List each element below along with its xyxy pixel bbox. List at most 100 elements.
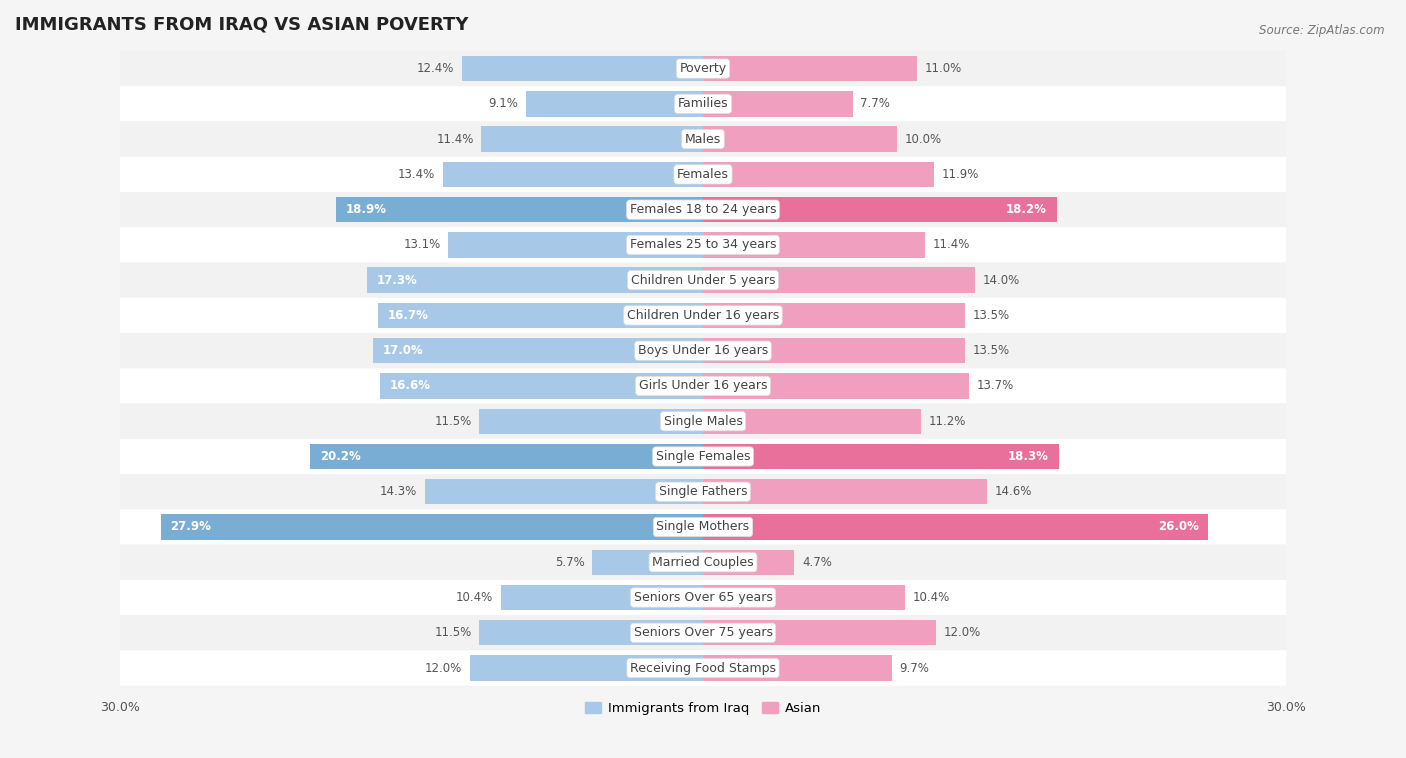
- Bar: [703, 91, 852, 117]
- Text: 27.9%: 27.9%: [170, 521, 211, 534]
- Text: 10.4%: 10.4%: [912, 591, 950, 604]
- Text: 17.3%: 17.3%: [377, 274, 418, 287]
- Text: Females: Females: [678, 168, 728, 181]
- FancyBboxPatch shape: [120, 192, 1286, 227]
- Text: 5.7%: 5.7%: [555, 556, 585, 568]
- Bar: [463, 56, 703, 81]
- Bar: [703, 232, 925, 258]
- Bar: [703, 479, 987, 504]
- Text: 13.5%: 13.5%: [973, 309, 1011, 322]
- Text: Seniors Over 75 years: Seniors Over 75 years: [634, 626, 772, 639]
- Text: Children Under 5 years: Children Under 5 years: [631, 274, 775, 287]
- Bar: [373, 338, 703, 363]
- Text: 11.5%: 11.5%: [434, 626, 472, 639]
- Bar: [501, 585, 703, 610]
- Bar: [449, 232, 703, 258]
- Bar: [470, 656, 703, 681]
- Text: Source: ZipAtlas.com: Source: ZipAtlas.com: [1260, 24, 1385, 37]
- Bar: [703, 56, 917, 81]
- Bar: [367, 268, 703, 293]
- Text: 9.1%: 9.1%: [488, 97, 519, 111]
- Text: Boys Under 16 years: Boys Under 16 years: [638, 344, 768, 357]
- Bar: [703, 373, 969, 399]
- Text: 14.0%: 14.0%: [983, 274, 1021, 287]
- Text: 11.4%: 11.4%: [436, 133, 474, 146]
- Text: 11.4%: 11.4%: [932, 239, 970, 252]
- Bar: [703, 302, 966, 328]
- Text: 13.1%: 13.1%: [404, 239, 440, 252]
- Text: 18.2%: 18.2%: [1007, 203, 1047, 216]
- Text: 11.9%: 11.9%: [942, 168, 980, 181]
- Text: Females 25 to 34 years: Females 25 to 34 years: [630, 239, 776, 252]
- Text: 11.2%: 11.2%: [928, 415, 966, 428]
- Bar: [703, 585, 905, 610]
- Text: Receiving Food Stamps: Receiving Food Stamps: [630, 662, 776, 675]
- Text: 16.6%: 16.6%: [389, 380, 432, 393]
- Text: Seniors Over 65 years: Seniors Over 65 years: [634, 591, 772, 604]
- Text: 17.0%: 17.0%: [382, 344, 423, 357]
- Text: 18.9%: 18.9%: [346, 203, 387, 216]
- Text: 10.0%: 10.0%: [905, 133, 942, 146]
- Legend: Immigrants from Iraq, Asian: Immigrants from Iraq, Asian: [579, 697, 827, 720]
- Text: 26.0%: 26.0%: [1157, 521, 1198, 534]
- Text: 13.7%: 13.7%: [977, 380, 1014, 393]
- FancyBboxPatch shape: [120, 298, 1286, 333]
- Text: Girls Under 16 years: Girls Under 16 years: [638, 380, 768, 393]
- Text: Married Couples: Married Couples: [652, 556, 754, 568]
- Text: 13.4%: 13.4%: [398, 168, 434, 181]
- Bar: [481, 127, 703, 152]
- FancyBboxPatch shape: [120, 509, 1286, 545]
- Text: Single Fathers: Single Fathers: [659, 485, 747, 498]
- Text: 10.4%: 10.4%: [456, 591, 494, 604]
- Text: Single Males: Single Males: [664, 415, 742, 428]
- Text: 12.0%: 12.0%: [943, 626, 981, 639]
- Bar: [703, 656, 891, 681]
- FancyBboxPatch shape: [120, 157, 1286, 192]
- FancyBboxPatch shape: [120, 650, 1286, 686]
- Bar: [443, 161, 703, 187]
- Text: Children Under 16 years: Children Under 16 years: [627, 309, 779, 322]
- FancyBboxPatch shape: [120, 545, 1286, 580]
- FancyBboxPatch shape: [120, 439, 1286, 474]
- Text: IMMIGRANTS FROM IRAQ VS ASIAN POVERTY: IMMIGRANTS FROM IRAQ VS ASIAN POVERTY: [15, 15, 468, 33]
- Bar: [703, 409, 921, 434]
- Text: 11.5%: 11.5%: [434, 415, 472, 428]
- Text: Single Mothers: Single Mothers: [657, 521, 749, 534]
- FancyBboxPatch shape: [120, 262, 1286, 298]
- Text: 14.6%: 14.6%: [994, 485, 1032, 498]
- Bar: [381, 373, 703, 399]
- Bar: [592, 550, 703, 575]
- Bar: [703, 620, 936, 646]
- Text: 7.7%: 7.7%: [860, 97, 890, 111]
- FancyBboxPatch shape: [120, 227, 1286, 262]
- FancyBboxPatch shape: [120, 86, 1286, 121]
- Bar: [479, 409, 703, 434]
- Bar: [378, 302, 703, 328]
- Bar: [703, 443, 1059, 469]
- FancyBboxPatch shape: [120, 333, 1286, 368]
- FancyBboxPatch shape: [120, 368, 1286, 403]
- Bar: [425, 479, 703, 504]
- Bar: [703, 550, 794, 575]
- Text: Single Females: Single Females: [655, 450, 751, 463]
- FancyBboxPatch shape: [120, 403, 1286, 439]
- Bar: [160, 514, 703, 540]
- FancyBboxPatch shape: [120, 51, 1286, 86]
- Text: 12.4%: 12.4%: [416, 62, 454, 75]
- Text: 20.2%: 20.2%: [321, 450, 361, 463]
- Text: Males: Males: [685, 133, 721, 146]
- FancyBboxPatch shape: [120, 615, 1286, 650]
- Text: 9.7%: 9.7%: [900, 662, 929, 675]
- Text: Families: Families: [678, 97, 728, 111]
- Bar: [703, 161, 934, 187]
- Text: 13.5%: 13.5%: [973, 344, 1011, 357]
- Bar: [703, 268, 976, 293]
- Text: 12.0%: 12.0%: [425, 662, 463, 675]
- Bar: [703, 197, 1057, 222]
- Bar: [703, 127, 897, 152]
- FancyBboxPatch shape: [120, 580, 1286, 615]
- Text: 4.7%: 4.7%: [801, 556, 832, 568]
- Bar: [703, 514, 1208, 540]
- Text: 11.0%: 11.0%: [925, 62, 962, 75]
- FancyBboxPatch shape: [120, 121, 1286, 157]
